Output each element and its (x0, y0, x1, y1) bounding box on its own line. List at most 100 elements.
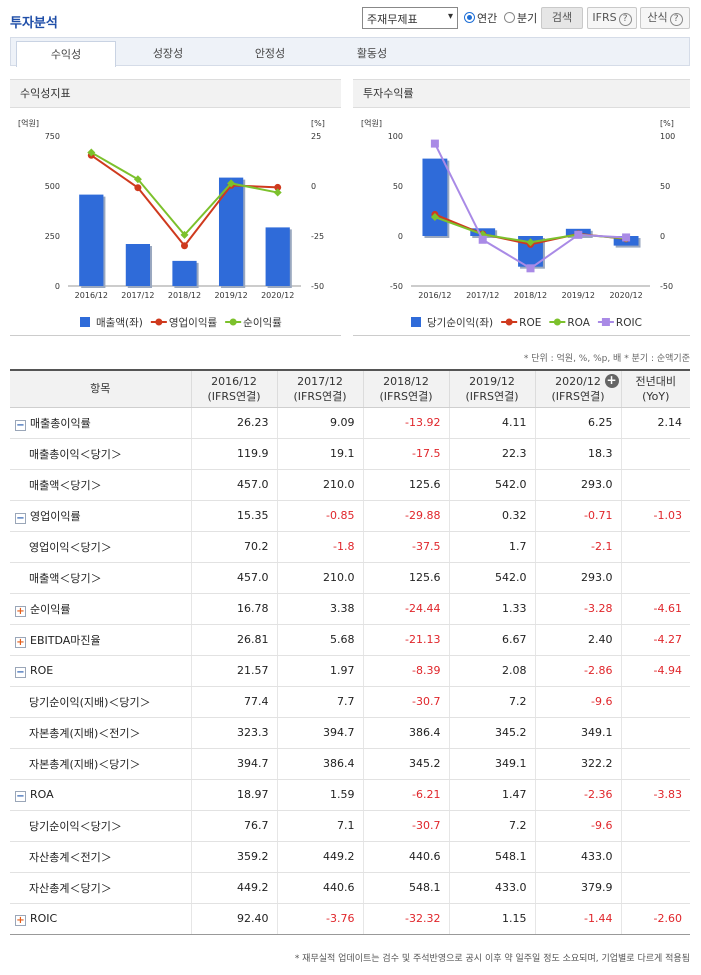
row-label: 매출액＜당기＞ (29, 478, 102, 492)
value-cell: -13.92 (362, 407, 449, 439)
add-column-icon[interactable]: + (604, 373, 619, 388)
row-label-cell: 자본총계(지배)＜당기＞ (10, 748, 191, 780)
data-point (622, 233, 631, 242)
value-cell: 293.0 (534, 562, 621, 594)
radio-quarter[interactable]: 분기 (504, 10, 537, 26)
left-tick-label: 0 (398, 232, 403, 241)
question-icon: ? (618, 13, 632, 26)
value-cell: 433.0 (534, 841, 621, 873)
value-cell: 16.78 (190, 593, 277, 625)
table-row: − ROE 21.57 1.97 -8.39 2.08 -2.86 -4.94 (10, 655, 690, 687)
row-label-cell[interactable]: − 매출총이익률 (10, 407, 191, 439)
value-cell: 21.57 (190, 655, 277, 687)
tab-stability[interactable]: 안정성 (254, 47, 286, 60)
collapse-icon[interactable]: − (15, 790, 26, 802)
collapse-icon[interactable]: − (15, 512, 26, 524)
left-tick-label: 0 (55, 282, 60, 291)
value-cell: 18.3 (534, 438, 621, 470)
tab-activity[interactable]: 활동성 (356, 47, 388, 60)
value-cell: 26.81 (190, 624, 277, 656)
search-button[interactable]: 검색 (541, 7, 583, 29)
x-tick-label: 2016/12 (75, 291, 108, 300)
value-cell: -8.39 (362, 655, 449, 687)
table-row: 매출액＜당기＞ 457.0 210.0 125.6 542.0 293.0 (10, 562, 690, 594)
value-cell: -17.5 (362, 438, 449, 470)
question-icon: ? (669, 13, 683, 26)
row-label: ROA (30, 787, 54, 801)
row-label: 자본총계(지배)＜전기＞ (29, 726, 141, 740)
table-row: 당기순이익(지배)＜당기＞ 77.4 7.7 -30.7 7.2 -9.6 (10, 686, 690, 718)
table-row: + ROIC 92.40 -3.76 -32.32 1.15 -1.44 -2.60 (10, 903, 690, 935)
collapse-icon[interactable]: − (15, 666, 26, 678)
value-cell: -30.7 (362, 686, 449, 718)
value-cell (620, 841, 690, 873)
left-axis-unit: [억원] (361, 118, 382, 128)
expand-icon[interactable]: + (15, 914, 26, 926)
column-header-label: 전년대비 (635, 374, 676, 388)
value-cell: 5.68 (276, 624, 363, 656)
value-cell: -2.1 (534, 531, 621, 563)
x-tick-label: 2019/12 (214, 291, 247, 300)
row-label-cell: 매출액＜당기＞ (10, 469, 191, 501)
expand-icon[interactable]: + (15, 636, 26, 648)
table-row: 매출총이익＜당기＞ 119.9 19.1 -17.5 22.3 18.3 (10, 438, 690, 470)
value-cell: -4.61 (620, 593, 690, 625)
ifrs-help-button[interactable]: IFRS? (587, 7, 637, 29)
column-header: 2020/12 (IFRS연결) + (534, 370, 621, 408)
row-label-cell[interactable]: − 영업이익률 (10, 500, 191, 532)
bar (125, 244, 151, 286)
value-cell: 22.3 (448, 438, 535, 470)
value-cell: 433.0 (448, 872, 535, 904)
row-label-cell[interactable]: + ROIC (10, 903, 191, 935)
row-label-cell: 매출액＜당기＞ (10, 562, 191, 594)
value-cell (620, 717, 690, 749)
return-chart-title: 투자수익률 (353, 79, 690, 108)
ratio-table: 항목 2016/12 (IFRS연결) 2017/12 (IFRS연결) 2018/12(… (10, 369, 690, 935)
row-label-cell[interactable]: + EBITDA마진율 (10, 624, 191, 656)
tab-growth[interactable]: 성장성 (152, 47, 184, 60)
row-label-cell[interactable]: − ROA (10, 779, 191, 811)
right-tick-label: 100 (660, 132, 675, 141)
radio-annual[interactable]: 연간 (464, 10, 497, 26)
value-cell: -1.44 (534, 903, 621, 935)
return-chart-box: [억원] [%] 100 100 50 50 0 0 -50 -50 2016/12 2017/12 2… (353, 108, 690, 336)
value-cell (620, 531, 690, 563)
data-point (87, 148, 96, 157)
column-header-label: 항목 (90, 382, 111, 396)
right-tick-label: 25 (311, 132, 321, 141)
row-label-cell[interactable]: − ROE (10, 655, 191, 687)
legend-label: 순이익률 (243, 317, 282, 329)
right-tick-label: -25 (311, 232, 324, 241)
value-cell: -3.28 (534, 593, 621, 625)
table-row: − 매출총이익률 26.23 9.09 -13.92 4.11 6.25 2.14 (10, 407, 690, 439)
value-cell: -9.6 (534, 686, 621, 718)
value-cell: 2.40 (534, 624, 621, 656)
value-cell: -9.6 (534, 810, 621, 842)
row-label-cell[interactable]: + 순이익률 (10, 593, 191, 625)
value-cell: 349.1 (448, 748, 535, 780)
row-label-cell: 자본총계(지배)＜전기＞ (10, 717, 191, 749)
data-point (181, 242, 188, 250)
left-tick-label: 250 (45, 232, 60, 241)
right-tick-label: -50 (660, 282, 673, 291)
statement-select[interactable]: 주재무제표 ▾ (362, 7, 458, 29)
value-cell: 2.08 (448, 655, 535, 687)
column-header-sublabel: (YoY) (642, 389, 670, 403)
row-label: EBITDA마진율 (30, 633, 101, 647)
value-cell (620, 748, 690, 780)
value-cell: 210.0 (276, 469, 363, 501)
formula-help-button[interactable]: 산식? (640, 7, 690, 29)
table-row: 자본총계(지배)＜전기＞ 323.3 394.7 386.4 345.2 349.1 (10, 717, 690, 749)
value-cell (620, 872, 690, 904)
value-cell: 9.09 (276, 407, 363, 439)
collapse-icon[interactable]: − (15, 419, 26, 431)
value-cell: 0.32 (448, 500, 535, 532)
value-cell: 4.11 (448, 407, 535, 439)
value-cell: 15.35 (190, 500, 277, 532)
value-cell: 293.0 (534, 469, 621, 501)
expand-icon[interactable]: + (15, 605, 26, 617)
data-point (133, 175, 142, 184)
table-row: 자산총계＜전기＞ 359.2 449.2 440.6 548.1 433.0 (10, 841, 690, 873)
tab-profitability[interactable]: 수익성 (16, 41, 116, 67)
legend-marker (155, 318, 163, 326)
